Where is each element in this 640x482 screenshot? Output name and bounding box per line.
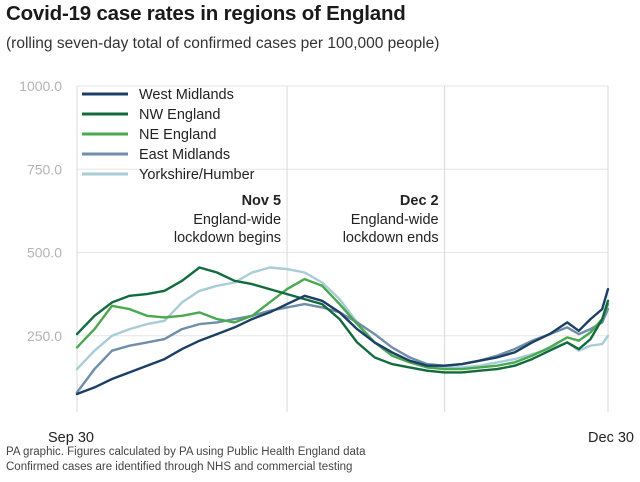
- chart-legend: West Midlands NW England NE England East Mi…: [82, 87, 255, 183]
- legend-label: East Midlands: [139, 147, 230, 163]
- annotation-lines: [286, 86, 446, 412]
- footer-source: PA graphic. Figures calculated by PA usi…: [6, 446, 366, 458]
- annotation-title: Dec 2: [400, 193, 439, 209]
- series-line-west-midlands: [75, 287, 610, 396]
- y-axis-tick-labels: 250.0 500.0 750.0 1000.0: [19, 78, 62, 344]
- chart-annotations: Nov 5 England-wide lockdown begins Dec 2 Eng…: [174, 193, 439, 246]
- chart-series-lines: [75, 266, 610, 396]
- y-tick-label: 1000.0: [19, 78, 62, 94]
- footer-note: Confirmed cases are identified through N…: [6, 461, 353, 473]
- legend-label: NW England: [139, 107, 220, 123]
- legend-label: NE England: [139, 127, 216, 143]
- annotation-text: England-wide: [351, 212, 439, 228]
- chart-title: Covid-19 case rates in regions of Englan…: [6, 2, 406, 25]
- legend-label: West Midlands: [139, 87, 234, 103]
- series-line-nw-england: [75, 266, 610, 374]
- annotation-title: Nov 5: [242, 193, 282, 209]
- legend-label: Yorkshire/Humber: [139, 167, 255, 183]
- y-tick-label: 500.0: [27, 245, 62, 261]
- annotation-text: lockdown ends: [343, 230, 439, 246]
- annotation-text: lockdown begins: [174, 230, 281, 246]
- annotation-text: England-wide: [193, 212, 281, 228]
- x-label-start: Sep 30: [48, 430, 94, 446]
- x-label-end: Dec 30: [588, 430, 634, 446]
- series-line-yorkshire-humber: [75, 266, 610, 371]
- chart-gridlines: [76, 85, 609, 412]
- x-axis-labels: Sep 30 Dec 30: [48, 430, 634, 446]
- chart-subtitle: (rolling seven-day total of confirmed ca…: [6, 35, 440, 52]
- y-tick-label: 250.0: [27, 328, 62, 344]
- series-line-ne-england: [75, 277, 610, 371]
- y-tick-label: 750.0: [27, 161, 62, 177]
